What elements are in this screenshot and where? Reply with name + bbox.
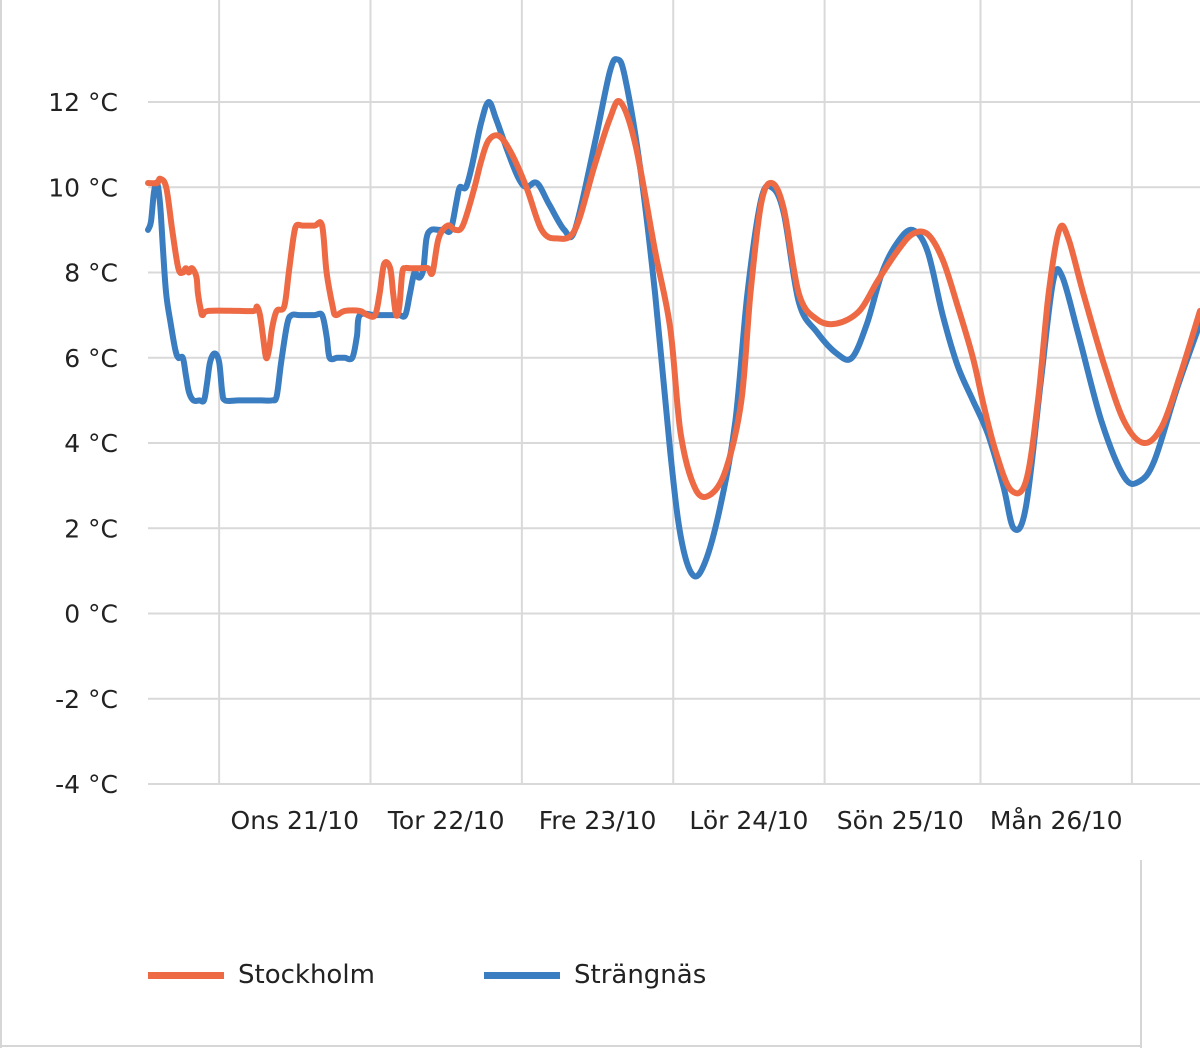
legend-item-stockholm: Stockholm — [148, 953, 375, 997]
y-tick-label: 10 °C — [48, 173, 118, 202]
vertical-gridlines — [218, 0, 1133, 784]
legend-label-strangnas: Strängnäs — [574, 960, 707, 990]
y-tick-label: 8 °C — [64, 259, 118, 288]
y-tick-label: 0 °C — [64, 600, 118, 629]
y-tick-label: 4 °C — [64, 429, 118, 458]
series-line-strangnas — [145, 56, 1200, 580]
y-tick-label: -2 °C — [55, 685, 118, 714]
series-line-stockholm — [145, 98, 1200, 501]
x-tick-label: Lör 24/10 — [689, 806, 808, 835]
y-axis-tick-labels: 12 °C 10 °C 8 °C 6 °C 4 °C 2 °C 0 °C -2 °C -4 °C — [48, 88, 118, 799]
series-lines — [145, 56, 1200, 580]
y-tick-label: 2 °C — [64, 514, 118, 543]
y-tick-label: 12 °C — [48, 88, 118, 117]
x-tick-label: Sön 25/10 — [837, 806, 964, 835]
legend-label-stockholm: Stockholm — [238, 960, 375, 990]
x-tick-label: Ons 21/10 — [231, 806, 360, 835]
y-tick-label: -4 °C — [55, 770, 118, 799]
x-tick-label: Mån 26/10 — [990, 806, 1123, 835]
legend-swatch-stockholm — [148, 971, 224, 979]
x-axis-tick-labels: Ons 21/10 Tor 22/10 Fre 23/10 Lör 24/10 Sön … — [231, 806, 1123, 835]
legend-item-strangnas: Strängnäs — [484, 953, 706, 997]
y-tick-label: 6 °C — [64, 344, 118, 373]
x-tick-label: Tor 22/10 — [387, 806, 505, 835]
x-tick-label: Fre 23/10 — [539, 806, 657, 835]
legend-swatch-strangnas — [484, 971, 560, 979]
